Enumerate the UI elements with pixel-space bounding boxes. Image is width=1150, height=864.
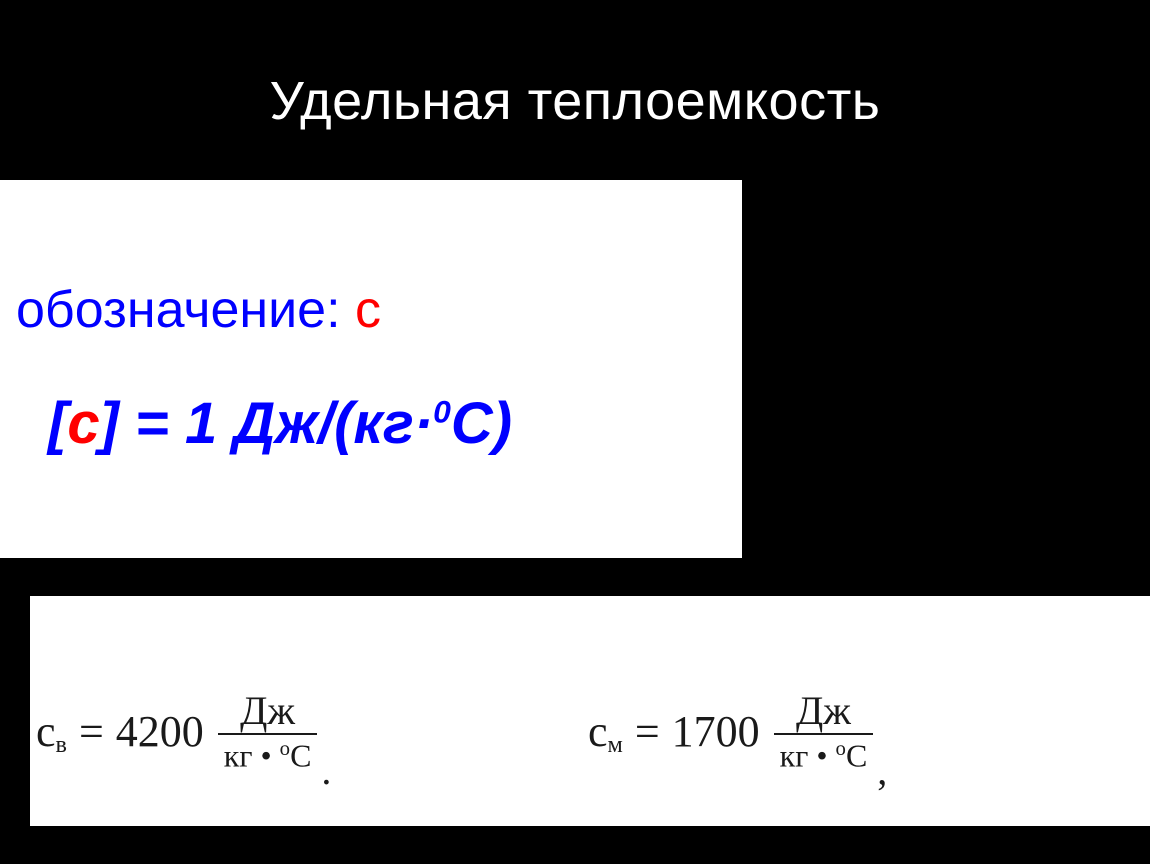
eq-lhs: св: [36, 706, 67, 757]
eq-den-c: С: [290, 738, 311, 774]
eq-subscript: м: [608, 731, 623, 759]
eq-den-dot: •: [808, 738, 835, 774]
eq-numerator: Дж: [790, 691, 857, 731]
eq-fraction-bar: [774, 733, 874, 735]
eq-subscript: в: [56, 731, 67, 759]
slide-title: Удельная теплоемкость: [0, 70, 1150, 132]
unit-equals: =: [119, 391, 185, 456]
unit-line: [c] = 1 Дж/(кг·0С): [48, 390, 512, 457]
unit-jkg-open: Дж/(кг: [233, 391, 413, 456]
slide-stage: { "slide": { "title": "Удельная теплоемк…: [0, 0, 1150, 864]
eq-symbol: с: [588, 706, 608, 757]
eq-lhs: см: [588, 706, 623, 757]
eq-den-deg: о: [836, 737, 846, 760]
eq-symbol: с: [36, 706, 56, 757]
eq-trailing: .: [321, 747, 331, 794]
eq-value: 4200: [116, 706, 204, 757]
unit-one: 1: [185, 391, 233, 456]
equation-m: см = 1700 Дж кг • оС ,: [588, 691, 887, 772]
unit-dot: ·: [414, 391, 433, 456]
eq-denominator: кг • оС: [218, 737, 318, 772]
unit-close-bracket: ]: [100, 391, 119, 456]
designation-symbol: с: [355, 281, 381, 339]
eq-equals: =: [79, 706, 104, 757]
eq-trailing: ,: [877, 747, 887, 794]
values-panel: св = 4200 Дж кг • оС . см = 1700 Дж: [30, 596, 1150, 826]
eq-numerator: Дж: [234, 691, 301, 731]
eq-unit-fraction: Дж кг • оС: [218, 691, 318, 772]
eq-fraction-bar: [218, 733, 318, 735]
unit-symbol-c: c: [67, 391, 99, 456]
eq-den-dot: •: [252, 738, 279, 774]
unit-big-c: С: [451, 391, 493, 456]
eq-den-deg: о: [280, 737, 290, 760]
eq-unit-fraction: Дж кг • оС: [774, 691, 874, 772]
eq-den-kg: кг: [224, 738, 253, 774]
eq-denominator: кг • оС: [774, 737, 874, 772]
designation-label: обозначение:: [16, 281, 355, 339]
eq-equals: =: [635, 706, 660, 757]
unit-sup-zero: 0: [433, 394, 451, 430]
eq-den-kg: кг: [780, 738, 809, 774]
equation-water: св = 4200 Дж кг • оС .: [36, 691, 331, 772]
eq-den-c: С: [846, 738, 867, 774]
unit-close-paren: ): [493, 391, 512, 456]
designation-line: обозначение: с: [16, 280, 381, 340]
definition-panel: обозначение: с [c] = 1 Дж/(кг·0С): [0, 180, 742, 558]
unit-open-bracket: [: [48, 391, 67, 456]
eq-value: 1700: [672, 706, 760, 757]
